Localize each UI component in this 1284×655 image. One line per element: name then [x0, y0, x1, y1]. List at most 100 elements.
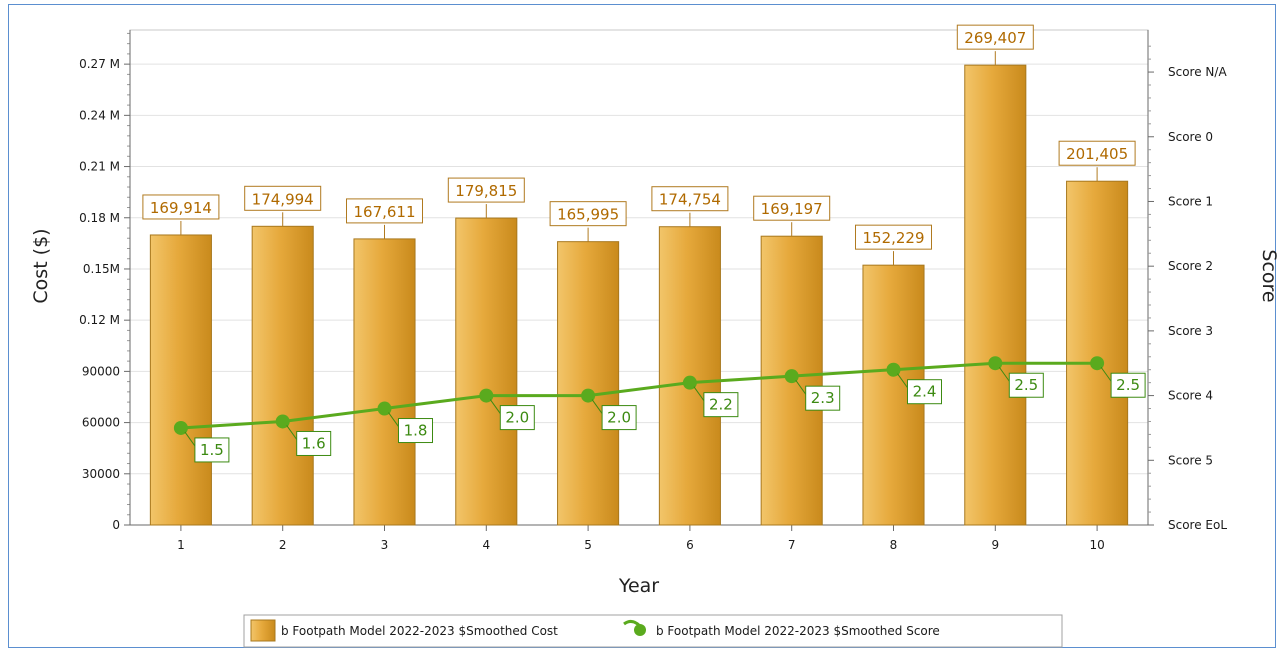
bar-label-box: [346, 198, 423, 224]
bar-label: 269,407: [964, 29, 1026, 47]
y2-tick-label: Score 0: [1168, 130, 1213, 144]
bar-label-box: [855, 224, 932, 250]
x-tick-label: 4: [482, 538, 490, 552]
score-point: [479, 388, 494, 403]
point-label: 2.0: [505, 409, 529, 427]
y2-tick-label: Score 1: [1168, 194, 1213, 208]
bar-label: 152,229: [862, 229, 924, 247]
legend-box: [243, 614, 1063, 648]
legend-label-cost: b Footpath Model 2022-2023 $Smoothed Cos…: [281, 624, 558, 638]
y-tick-label: 0.15M: [83, 262, 120, 276]
point-label-box: [398, 418, 433, 444]
y2-axis-title: Score: [1258, 249, 1280, 302]
bar-label: 174,994: [252, 190, 314, 208]
data-labels: 169,914 174,994 167,611 179,815 165,995 174,7…: [142, 24, 1146, 463]
bar-label: 174,754: [659, 191, 721, 209]
x-tick-label: 7: [788, 538, 796, 552]
y-tick-label: 0.24 M: [79, 108, 120, 122]
x-tick-label: 2: [279, 538, 287, 552]
legend-label-score: b Footpath Model 2022-2023 $Smoothed Sco…: [656, 624, 940, 638]
point-label-leader: [184, 431, 196, 447]
point-label: 1.6: [302, 434, 326, 452]
point-label: 2.2: [709, 396, 733, 414]
x-tick-label: 3: [381, 538, 389, 552]
y-tick-label: 90000: [82, 364, 120, 378]
x-tick-label: 9: [991, 538, 999, 552]
point-label-box: [296, 430, 332, 456]
point-label: 2.4: [913, 383, 937, 401]
point-label-leader: [693, 386, 705, 401]
point-label-leader: [388, 412, 399, 427]
point-label-box: [1008, 372, 1044, 398]
bar-label: 169,197: [761, 200, 823, 218]
bar: [455, 217, 518, 526]
x-tick-label: 6: [686, 538, 694, 552]
bar-label: 201,405: [1066, 145, 1128, 163]
bar-label-box: [651, 186, 729, 212]
bar-label-box: [244, 185, 322, 211]
point-label: 1.8: [404, 422, 428, 440]
bar: [964, 64, 1027, 526]
bar-label-box: [549, 201, 627, 227]
y2-tick-label: Score 4: [1168, 389, 1213, 403]
legend: b Footpath Model 2022-2023 $Smoothed Cos…: [243, 614, 1063, 648]
point-label: 1.5: [200, 441, 224, 459]
y2-tick-label: Score EoL: [1168, 518, 1227, 532]
y2-tick-label: Score 5: [1168, 453, 1213, 467]
x-axis-title: Year: [618, 575, 659, 597]
bar-label-box: [1058, 140, 1136, 166]
point-label: 2.3: [811, 389, 835, 407]
score-point: [988, 356, 1003, 371]
score-point: [1090, 356, 1105, 371]
y-tick-label: 30000: [82, 467, 120, 481]
score-point: [581, 388, 596, 403]
point-label: 2.5: [1116, 376, 1140, 394]
chart-frame: [8, 4, 1276, 648]
x-tick-label: 8: [890, 538, 898, 552]
point-label-box: [1110, 372, 1146, 398]
y2-tick-label: Score N/A: [1168, 65, 1227, 79]
point-label-box: [805, 385, 841, 411]
score-line: [180, 361, 1098, 430]
score-point: [784, 369, 799, 384]
point-label-leader: [591, 399, 603, 414]
score-point: [275, 414, 290, 429]
line-series: [173, 356, 1105, 435]
y2-tick-label: Score 3: [1168, 324, 1213, 338]
score-point: [377, 401, 392, 416]
point-label-leader: [489, 399, 501, 414]
bar: [1066, 180, 1129, 526]
axes: 0 30000 60000 90000 0.12 M 0.15M 0.18 M 0.21 M 0…: [79, 30, 1227, 552]
bar-label-box: [447, 177, 525, 203]
y-tick-label: 60000: [82, 416, 120, 430]
bar-label: 165,995: [557, 206, 619, 224]
bar-label-box: [142, 194, 220, 220]
point-label-leader: [1100, 366, 1112, 382]
y-tick-label: 0.12 M: [79, 313, 120, 327]
bar: [149, 234, 212, 526]
point-label-box: [907, 379, 942, 405]
bar-label: 169,914: [150, 199, 212, 217]
point-label-leader: [998, 366, 1010, 382]
legend-swatch-cost: [250, 619, 276, 642]
bar: [557, 241, 620, 526]
y-tick-label: 0.18 M: [79, 211, 120, 225]
point-label-box: [601, 405, 637, 431]
point-label-leader: [286, 425, 298, 440]
x-tick-label: 1: [177, 538, 185, 552]
x-tick-label: 5: [584, 538, 592, 552]
y-tick-label: 0.21 M: [79, 160, 120, 174]
y-tick-label: 0: [112, 518, 120, 532]
point-label-leader: [795, 379, 807, 395]
bar-series: [149, 64, 1129, 526]
bar-label-box: [956, 24, 1034, 50]
score-point: [682, 375, 697, 390]
point-label: 2.0: [607, 409, 631, 427]
point-label-box: [194, 437, 230, 463]
y-axis-title: Cost ($): [30, 228, 52, 303]
x-tick-label: 10: [1089, 538, 1104, 552]
point-label-leader: [897, 373, 908, 388]
bar: [353, 238, 416, 526]
point-label: 2.5: [1014, 376, 1038, 394]
bar-label: 179,815: [455, 182, 517, 200]
